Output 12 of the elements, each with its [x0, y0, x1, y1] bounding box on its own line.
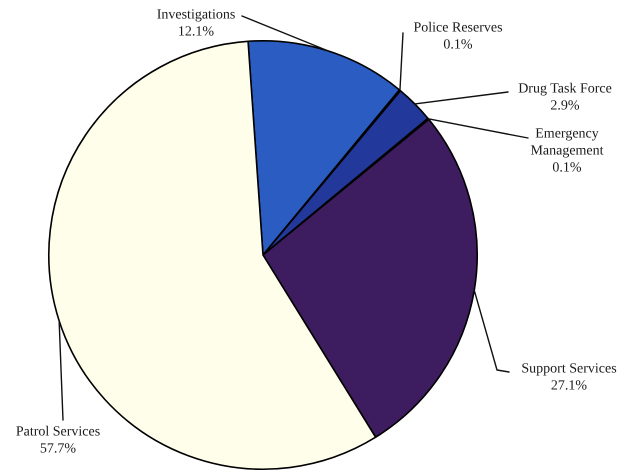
data-label: 2.9%: [550, 98, 580, 114]
data-label: 0.1%: [552, 160, 582, 176]
slice-label: Drug Task Force: [518, 82, 612, 97]
slice-label: Patrol Services: [16, 424, 100, 440]
data-label: 12.1%: [178, 24, 214, 40]
slice-label: Support Services: [521, 362, 617, 377]
slice-label: Investigations: [156, 8, 236, 23]
slice-label: Police Reserves: [413, 20, 503, 36]
data-label: 0.1%: [443, 38, 473, 53]
slice-label: Emergency Management: [530, 126, 604, 159]
data-label: 57.7%: [40, 442, 76, 457]
data-label: 27.1%: [550, 378, 588, 394]
